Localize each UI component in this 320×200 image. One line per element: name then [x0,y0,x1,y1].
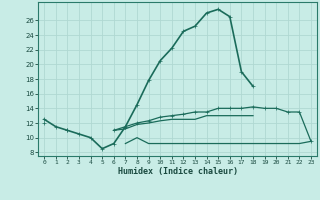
X-axis label: Humidex (Indice chaleur): Humidex (Indice chaleur) [118,167,238,176]
